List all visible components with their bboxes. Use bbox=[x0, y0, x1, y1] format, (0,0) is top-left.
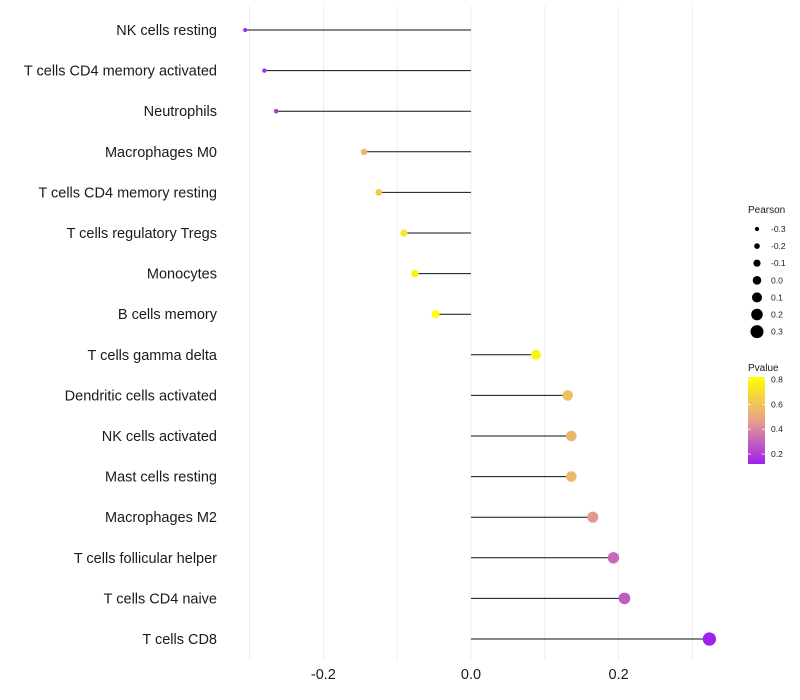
pvalue-colorbar bbox=[748, 377, 765, 464]
data-point bbox=[587, 511, 599, 523]
data-point bbox=[273, 108, 279, 114]
data-point bbox=[562, 390, 573, 401]
legend-size-key bbox=[754, 226, 760, 232]
data-point bbox=[702, 632, 717, 646]
legend-pvalue: Pvalue 0.8 0.6 0.4 0.2 bbox=[748, 363, 783, 464]
legend-size-key bbox=[751, 292, 763, 303]
category-label: T cells CD4 naive bbox=[104, 591, 217, 607]
data-point bbox=[262, 68, 267, 73]
category-label: NK cells activated bbox=[102, 429, 217, 445]
category-label: T cells CD4 memory resting bbox=[38, 185, 217, 201]
data-point bbox=[360, 148, 368, 156]
data-point bbox=[607, 552, 620, 564]
category-label: Mast cells resting bbox=[105, 470, 217, 486]
legend-size-label: 0.0 bbox=[771, 275, 783, 285]
legend-size-label: 0.3 bbox=[771, 327, 783, 337]
category-label: B cells memory bbox=[118, 307, 218, 323]
stems bbox=[245, 29, 710, 640]
legend-pearson: Pearson -0.3 -0.2 -0.1 0.0 0.1 0.2 0.3 bbox=[748, 205, 786, 339]
data-point bbox=[566, 430, 577, 442]
legend-size-label: -0.3 bbox=[771, 224, 786, 234]
data-point bbox=[411, 269, 419, 278]
x-tick-label: 0.2 bbox=[609, 667, 629, 683]
legend-size-key bbox=[750, 325, 764, 339]
legend-size-key bbox=[753, 259, 761, 267]
legend-pvalue-label: 0.6 bbox=[771, 399, 783, 409]
legend-pvalue-label: 0.4 bbox=[771, 424, 783, 434]
x-tick-label: -0.2 bbox=[311, 667, 336, 683]
category-label: Macrophages M0 bbox=[105, 145, 217, 161]
category-label: T cells regulatory Tregs bbox=[67, 226, 217, 242]
legend-size-label: -0.1 bbox=[771, 258, 786, 268]
data-point bbox=[431, 310, 440, 319]
data-point bbox=[375, 189, 383, 196]
category-label: T cells follicular helper bbox=[74, 551, 217, 567]
points bbox=[243, 27, 717, 646]
legend-pearson-title: Pearson bbox=[748, 205, 785, 216]
legend-size-key bbox=[751, 308, 763, 321]
category-label: T cells CD8 bbox=[142, 632, 217, 648]
data-point bbox=[618, 592, 631, 605]
category-label: NK cells resting bbox=[116, 23, 217, 39]
category-label: T cells CD4 memory activated bbox=[24, 64, 217, 80]
data-point bbox=[566, 471, 577, 482]
legend-size-label: -0.2 bbox=[771, 241, 786, 251]
legend-pvalue-label: 0.2 bbox=[771, 449, 783, 459]
category-label: Neutrophils bbox=[144, 104, 217, 120]
legend-pvalue-label: 0.8 bbox=[771, 374, 783, 384]
category-label: T cells gamma delta bbox=[88, 348, 218, 364]
gridlines bbox=[249, 6, 693, 660]
legend-size-key bbox=[754, 243, 760, 249]
category-labels: NK cells resting T cells CD4 memory activ… bbox=[24, 23, 218, 648]
x-axis-ticks: -0.2 0.0 0.2 bbox=[311, 667, 629, 683]
legend-size-key bbox=[752, 276, 762, 285]
legend-size-label: 0.2 bbox=[771, 310, 783, 320]
category-label: Monocytes bbox=[147, 267, 217, 283]
data-point bbox=[530, 349, 541, 360]
category-label: Macrophages M2 bbox=[105, 510, 217, 526]
legend-size-label: 0.1 bbox=[771, 292, 783, 302]
data-point bbox=[400, 229, 408, 237]
category-label: Dendritic cells activated bbox=[65, 388, 217, 404]
legend-pvalue-title: Pvalue bbox=[748, 363, 779, 374]
data-point bbox=[243, 27, 248, 33]
x-tick-label: 0.0 bbox=[461, 667, 481, 683]
